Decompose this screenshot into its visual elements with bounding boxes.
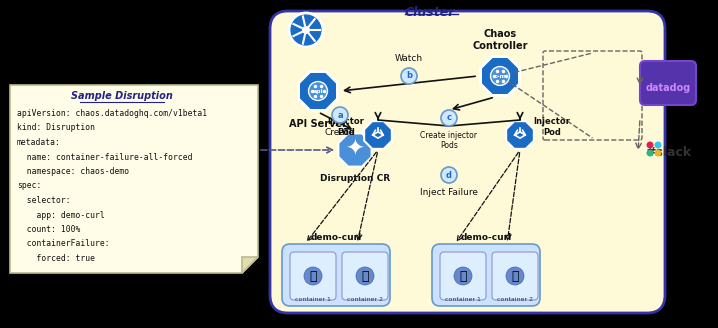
Circle shape [655,141,661,149]
Text: c-m: c-m [493,73,506,78]
FancyBboxPatch shape [640,61,696,105]
Text: 🐋: 🐋 [511,270,518,282]
Circle shape [289,13,323,47]
Text: selector:: selector: [17,196,70,205]
Text: 🐋: 🐋 [309,270,317,282]
Text: demo-curl: demo-curl [310,233,362,242]
Text: Inject Failure: Inject Failure [420,188,478,197]
Text: container 1: container 1 [445,297,481,302]
Polygon shape [299,72,337,111]
Text: Injector
Pod: Injector Pod [327,117,365,137]
Circle shape [454,267,472,285]
Text: container 2: container 2 [347,297,383,302]
Text: Disruption CR: Disruption CR [320,174,390,183]
FancyBboxPatch shape [432,244,540,306]
Text: name: container-failure-all-forced: name: container-failure-all-forced [17,153,192,161]
Polygon shape [338,133,372,167]
FancyBboxPatch shape [290,252,336,300]
Text: spec:: spec: [17,181,42,191]
Text: container 1: container 1 [295,297,331,302]
FancyBboxPatch shape [282,244,390,306]
Circle shape [304,267,322,285]
Text: API Server: API Server [289,119,347,129]
Text: metadata:: metadata: [17,138,61,147]
Text: Injector
Pod: Injector Pod [533,117,570,137]
FancyBboxPatch shape [440,252,486,300]
Text: 🐋: 🐋 [460,270,467,282]
Text: count: 100%: count: 100% [17,225,80,234]
Circle shape [356,267,374,285]
Text: namespace: chaos-demo: namespace: chaos-demo [17,167,129,176]
Text: Cluster: Cluster [405,6,455,19]
Circle shape [401,68,417,84]
Circle shape [302,25,311,35]
Circle shape [646,150,653,156]
Text: Watch: Watch [395,54,423,63]
Circle shape [490,67,510,86]
Text: 🐋: 🐋 [361,270,369,282]
Circle shape [506,267,524,285]
Text: app: demo-curl: app: demo-curl [17,211,105,219]
Polygon shape [10,85,258,273]
Text: api: api [312,89,323,93]
Text: datadog: datadog [645,83,691,93]
Circle shape [441,167,457,183]
Circle shape [655,150,661,156]
FancyBboxPatch shape [342,252,388,300]
Text: c: c [447,113,452,122]
Circle shape [441,110,457,126]
Text: kind: Disruption: kind: Disruption [17,124,95,133]
Polygon shape [506,121,534,149]
Text: a: a [337,111,342,119]
Text: ✦: ✦ [345,140,365,160]
Polygon shape [364,121,392,149]
Text: Create injector
Pods: Create injector Pods [421,131,477,151]
Polygon shape [480,57,519,95]
Circle shape [309,82,327,100]
Circle shape [646,141,653,149]
Text: Create: Create [325,128,355,137]
FancyBboxPatch shape [270,11,665,313]
Text: container 2: container 2 [497,297,533,302]
Polygon shape [242,257,258,273]
Text: d: d [446,171,452,179]
Circle shape [332,107,348,123]
Text: forced: true: forced: true [17,254,95,263]
FancyBboxPatch shape [492,252,538,300]
Text: Chaos
Controller: Chaos Controller [472,30,528,51]
Text: apiVersion: chaos.datadoghq.com/v1beta1: apiVersion: chaos.datadoghq.com/v1beta1 [17,109,207,118]
Text: b: b [406,72,412,80]
Text: Sample Disruption: Sample Disruption [70,91,172,101]
Text: containerFailure:: containerFailure: [17,239,110,249]
Text: demo-curl: demo-curl [460,233,512,242]
Text: #slack: #slack [645,147,691,159]
